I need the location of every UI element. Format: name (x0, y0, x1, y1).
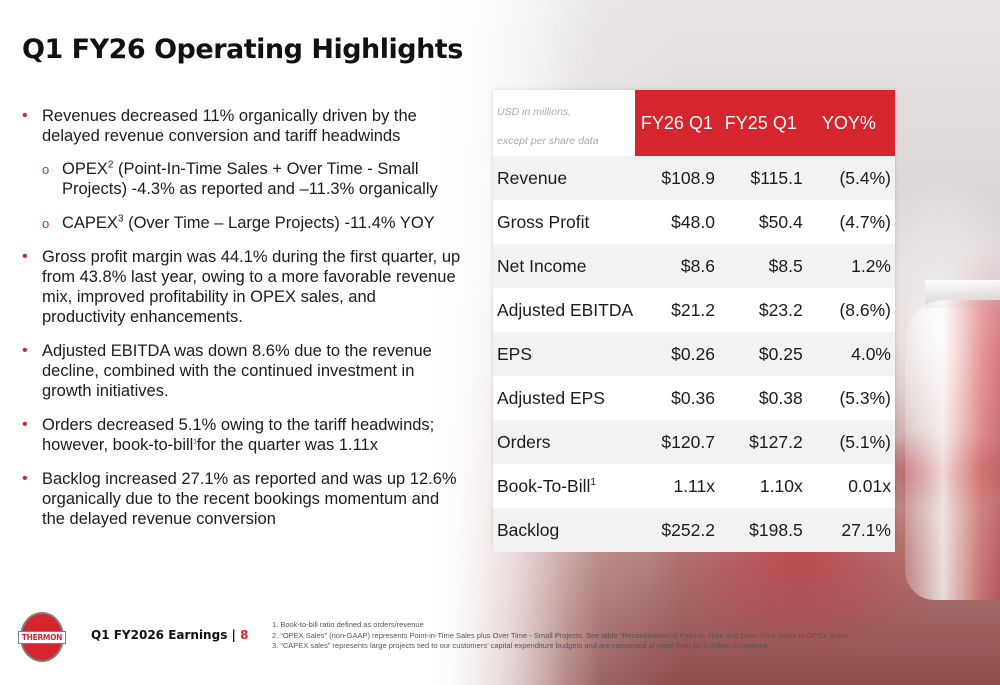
fy25-value: $50.4 (718, 200, 803, 244)
fy26-value: $0.26 (634, 332, 719, 376)
metric-label: Net Income (493, 244, 635, 288)
bullet-text: Revenues decreased 11% organically drive… (42, 107, 417, 145)
unit-line-1: USD in millions, (497, 106, 572, 118)
yoy-value: (5.4%) (802, 156, 895, 200)
metric-label: Adjusted EPS (493, 376, 635, 420)
sub-bullet-opex: OPEX2 (Point-In-Time Sales + Over Time -… (42, 159, 462, 199)
table-row: Book-To-Bill1 1.11x 1.10x 0.01x (493, 464, 895, 508)
highlights-list: Revenues decreased 11% organically drive… (22, 106, 462, 543)
fy25-value: $198.5 (718, 508, 803, 552)
unit-line-2: except per share data (497, 135, 599, 147)
bullet-orders: Orders decreased 5.1% owing to the tarif… (22, 415, 462, 455)
capex-label: CAPEX (62, 214, 118, 232)
yoy-value: 4.0% (802, 332, 895, 376)
yoy-value: 1.2% (802, 244, 895, 288)
yoy-value: 27.1% (802, 508, 895, 552)
metric-label: Backlog (493, 508, 635, 552)
bullet-revenues: Revenues decreased 11% organically drive… (22, 106, 462, 234)
metric-label: Orders (493, 420, 635, 464)
table-row: EPS $0.26 $0.25 4.0% (493, 332, 895, 376)
page-title: Q1 FY26 Operating Highlights (22, 34, 463, 65)
metric-label: Adjusted EBITDA (493, 288, 635, 332)
table-row: Net Income $8.6 $8.5 1.2% (493, 244, 895, 288)
unit-note: USD in millions, except per share data (493, 90, 635, 156)
opex-text: (Point-In-Time Sales + Over Time - Small… (62, 160, 438, 198)
bottle-image (905, 300, 1000, 600)
footnote-1: 1. Book-to-bill ratio defined as orders/… (272, 620, 424, 629)
table-row: Adjusted EBITDA $21.2 $23.2 (8.6%) (493, 288, 895, 332)
column-header-fy26-q1: FY26 Q1 (634, 90, 719, 156)
footer-label: Q1 FY2026 Earnings | 8 (91, 628, 248, 642)
fy25-value: $0.38 (718, 376, 803, 420)
table-row: Gross Profit $48.0 $50.4 (4.7%) (493, 200, 895, 244)
fy26-value: $8.6 (634, 244, 719, 288)
capex-text: (Over Time – Large Projects) -11.4% YOY (123, 214, 435, 232)
opex-label: OPEX (62, 160, 108, 178)
metric-label: Book-To-Bill1 (493, 464, 635, 508)
bullet-text: Adjusted EBITDA was down 8.6% due to the… (42, 342, 432, 400)
fy26-value: $108.9 (634, 156, 719, 200)
footnote-3: 3. “CAPEX sales” represents large projec… (272, 641, 770, 650)
fy25-value: $0.25 (718, 332, 803, 376)
fy26-value: $48.0 (634, 200, 719, 244)
sub-bullet-capex: CAPEX3 (Over Time – Large Projects) -11.… (42, 213, 462, 234)
bullet-text: Gross profit margin was 44.1% during the… (42, 248, 461, 326)
footer-text: Q1 FY2026 Earnings | (91, 628, 236, 642)
metric-text: Book-To-Bill (497, 475, 591, 496)
column-header-fy25-q1: FY25 Q1 (718, 90, 803, 156)
fy26-value: 1.11x (634, 464, 719, 508)
footnote-ref: 2 (107, 159, 114, 171)
yoy-value: 0.01x (802, 464, 895, 508)
page-number: 8 (240, 628, 249, 642)
table-row: Orders $120.7 $127.2 (5.1%) (493, 420, 895, 464)
footnote-ref: 1 (193, 439, 197, 446)
bullet-gross-profit: Gross profit margin was 44.1% during the… (22, 247, 462, 327)
fy25-value: $115.1 (718, 156, 803, 200)
bullet-text: Orders decreased 5.1% owing to the tarif… (42, 416, 435, 454)
sub-bullet-list: OPEX2 (Point-In-Time Sales + Over Time -… (42, 159, 462, 234)
column-header-yoy: YOY% (802, 90, 895, 156)
footnotes: 1. Book-to-bill ratio defined as orders/… (272, 620, 912, 652)
fy25-value: $23.2 (718, 288, 803, 332)
table-header-row: USD in millions, except per share data FY… (493, 90, 895, 156)
yoy-value: (5.1%) (802, 420, 895, 464)
bullet-text: for the quarter was 1.11x (196, 436, 378, 454)
fy25-value: $8.5 (718, 244, 803, 288)
yoy-value: (4.7%) (802, 200, 895, 244)
bullet-backlog: Backlog increased 27.1% as reported and … (22, 469, 462, 529)
fy26-value: $0.36 (634, 376, 719, 420)
fy26-value: $21.2 (634, 288, 719, 332)
summary-table: USD in millions, except per share data FY… (493, 90, 895, 552)
yoy-value: (8.6%) (802, 288, 895, 332)
bullet-adjusted-ebitda: Adjusted EBITDA was down 8.6% due to the… (22, 341, 462, 401)
bullet-text: Backlog increased 27.1% as reported and … (42, 470, 457, 528)
thermon-logo: THERMON (18, 612, 66, 662)
fy25-value: $127.2 (718, 420, 803, 464)
logo-band: THERMON (18, 631, 66, 644)
fy26-value: $120.7 (634, 420, 719, 464)
yoy-value: (5.3%) (802, 376, 895, 420)
metric-label: Gross Profit (493, 200, 635, 244)
footnote-2: 2. “OPEX Sales” (non-GAAP) represents Po… (272, 630, 854, 640)
footnote-ref: 3 (117, 213, 124, 225)
table-row: Backlog $252.2 $198.5 27.1% (493, 508, 895, 552)
table-row: Adjusted EPS $0.36 $0.38 (5.3%) (493, 376, 895, 420)
financial-summary-table: USD in millions, except per share data FY… (493, 90, 895, 552)
table-row: Revenue $108.9 $115.1 (5.4%) (493, 156, 895, 200)
metric-label: EPS (493, 332, 635, 376)
fy26-value: $252.2 (634, 508, 719, 552)
fy25-value: 1.10x (718, 464, 803, 508)
footnote-ref: 1 (590, 476, 596, 488)
metric-label: Revenue (493, 156, 635, 200)
